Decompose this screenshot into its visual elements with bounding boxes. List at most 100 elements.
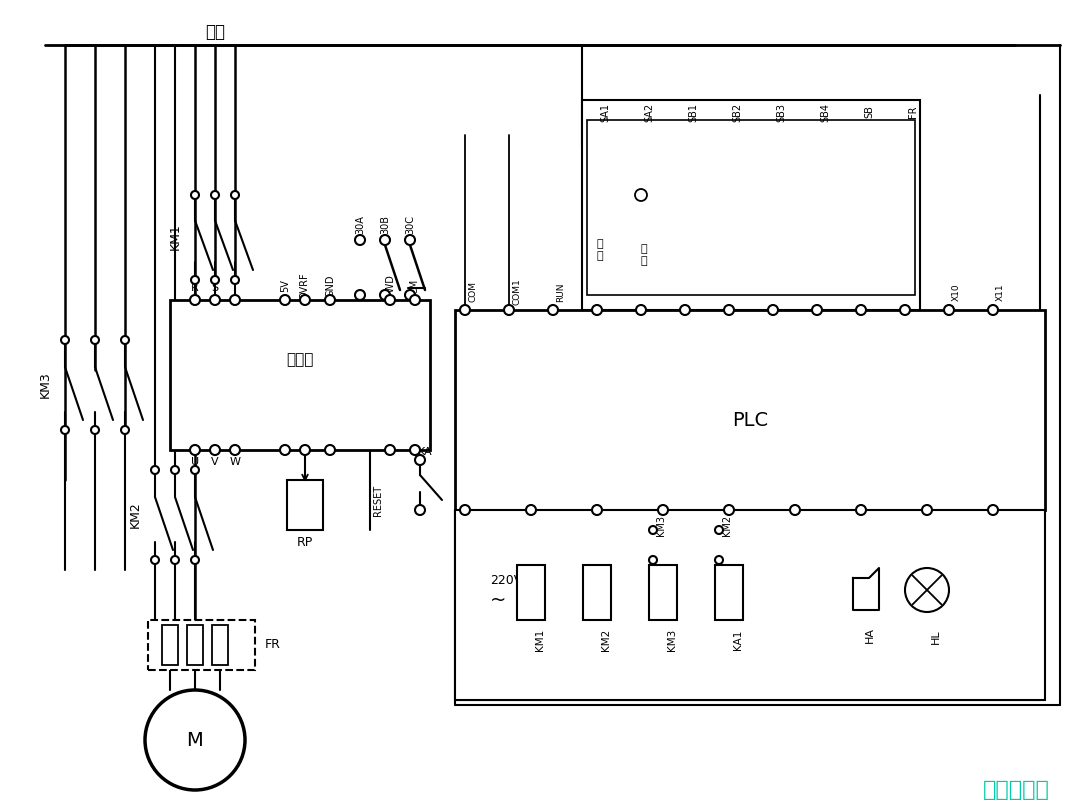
Text: 工
频: 工 频 <box>596 239 604 261</box>
Text: SB2: SB2 <box>732 102 742 122</box>
Circle shape <box>191 276 199 284</box>
Circle shape <box>944 305 954 315</box>
Bar <box>148 620 255 670</box>
Text: 变频器: 变频器 <box>286 352 313 368</box>
Text: FR: FR <box>908 106 918 118</box>
Circle shape <box>121 426 129 434</box>
Text: X3: X3 <box>732 286 741 298</box>
Circle shape <box>715 556 723 564</box>
Text: 变
频: 变 频 <box>640 244 647 266</box>
Text: X4: X4 <box>777 286 785 298</box>
Circle shape <box>592 305 602 315</box>
Bar <box>583 565 611 620</box>
Circle shape <box>636 305 646 315</box>
Text: R: R <box>191 283 199 293</box>
Text: OVRF: OVRF <box>300 273 310 300</box>
Circle shape <box>171 466 179 474</box>
Text: KM3: KM3 <box>39 372 52 399</box>
Circle shape <box>988 505 998 515</box>
Text: X5: X5 <box>820 286 829 298</box>
Circle shape <box>121 336 129 344</box>
Text: Y3: Y3 <box>723 522 732 534</box>
Text: X6: X6 <box>864 286 873 298</box>
Text: 自动秒链接: 自动秒链接 <box>983 780 1050 800</box>
Text: SB1: SB1 <box>688 103 698 122</box>
Text: 30C: 30C <box>405 215 415 235</box>
Circle shape <box>300 445 310 455</box>
Circle shape <box>405 235 415 245</box>
Circle shape <box>789 505 800 515</box>
Bar <box>588 120 915 295</box>
Text: GND: GND <box>325 275 335 297</box>
Circle shape <box>211 276 219 284</box>
Circle shape <box>91 336 99 344</box>
Text: U: U <box>191 457 199 467</box>
Circle shape <box>231 191 239 199</box>
Circle shape <box>60 426 69 434</box>
Text: SA1: SA1 <box>600 103 610 122</box>
Circle shape <box>405 290 415 300</box>
Circle shape <box>635 189 647 201</box>
Circle shape <box>504 305 514 315</box>
Circle shape <box>900 305 910 315</box>
Text: Y6: Y6 <box>987 522 996 534</box>
Circle shape <box>151 466 159 474</box>
Circle shape <box>380 235 390 245</box>
Circle shape <box>191 556 199 564</box>
Bar <box>715 565 743 620</box>
Text: V: V <box>212 457 219 467</box>
Circle shape <box>190 445 200 455</box>
Text: KM3: KM3 <box>667 629 677 651</box>
Circle shape <box>649 556 657 564</box>
Bar <box>455 510 1045 700</box>
Circle shape <box>592 505 602 515</box>
Text: HA: HA <box>865 627 875 643</box>
Text: KA: KA <box>418 447 432 457</box>
Text: SB4: SB4 <box>820 103 831 122</box>
Text: T: T <box>231 283 239 293</box>
Text: 30A: 30A <box>355 215 365 234</box>
Bar <box>517 565 545 620</box>
Circle shape <box>300 295 310 305</box>
Bar <box>649 565 677 620</box>
Text: KM2: KM2 <box>600 629 611 651</box>
Circle shape <box>191 191 199 199</box>
Text: COM: COM <box>459 518 468 539</box>
Bar <box>582 100 920 310</box>
Circle shape <box>410 295 420 305</box>
Circle shape <box>658 505 669 515</box>
Text: COM2: COM2 <box>789 514 798 541</box>
Circle shape <box>355 235 365 245</box>
Circle shape <box>171 556 179 564</box>
Circle shape <box>91 426 99 434</box>
Bar <box>212 625 228 665</box>
Text: Y1: Y1 <box>591 522 600 534</box>
Circle shape <box>680 305 690 315</box>
Circle shape <box>355 290 365 300</box>
Text: 5V: 5V <box>280 279 291 292</box>
Circle shape <box>60 336 69 344</box>
Circle shape <box>190 295 200 305</box>
Text: KM2: KM2 <box>129 501 141 528</box>
Circle shape <box>191 466 199 474</box>
Text: HL: HL <box>931 629 941 644</box>
Text: KM1: KM1 <box>535 629 545 651</box>
Text: X10: X10 <box>951 284 961 301</box>
Text: RESET: RESET <box>373 484 383 515</box>
Circle shape <box>151 556 159 564</box>
Circle shape <box>460 305 470 315</box>
Circle shape <box>230 295 240 305</box>
Bar <box>170 300 430 450</box>
Circle shape <box>145 690 245 790</box>
Text: 30B: 30B <box>380 215 390 235</box>
Text: X1: X1 <box>644 286 653 298</box>
Bar <box>162 625 178 665</box>
Text: X0: X0 <box>600 286 609 298</box>
Circle shape <box>856 305 866 315</box>
Text: KM2: KM2 <box>723 514 732 535</box>
Text: KA1: KA1 <box>733 630 743 650</box>
Text: COM: COM <box>468 282 477 302</box>
Text: Y4: Y4 <box>855 522 864 534</box>
Circle shape <box>231 276 239 284</box>
Circle shape <box>724 505 734 515</box>
